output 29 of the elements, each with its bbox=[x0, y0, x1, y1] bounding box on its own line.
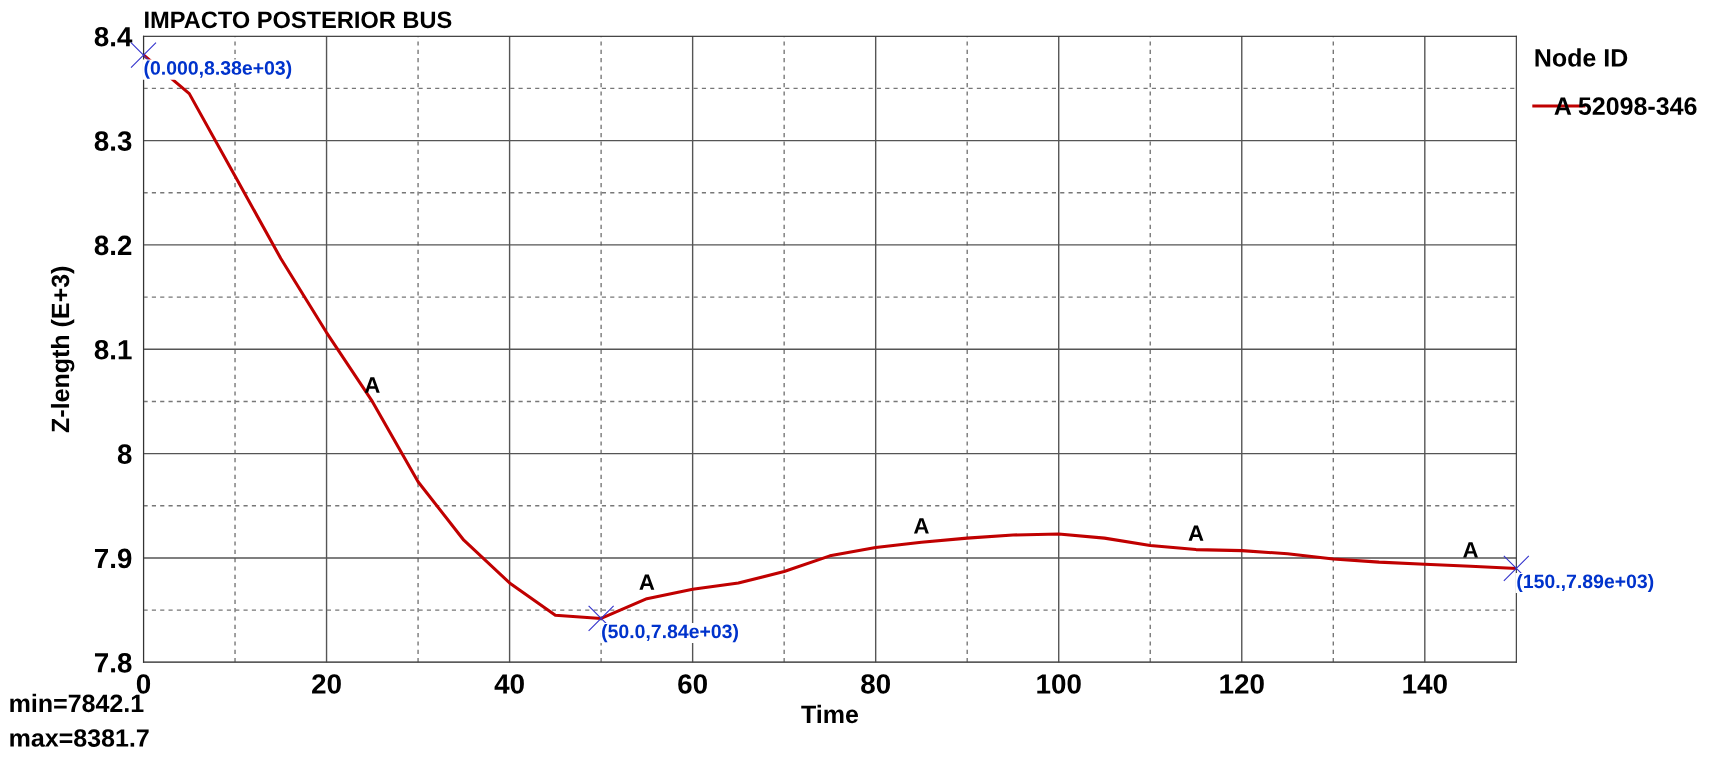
annotation: A bbox=[1463, 542, 1479, 558]
annotation: A bbox=[364, 377, 380, 393]
annotation: (50.0,7.84e+03) bbox=[602, 624, 738, 643]
legend-title: Node ID bbox=[1535, 48, 1628, 67]
x-tick-label: 120 bbox=[1220, 674, 1264, 694]
x-tick-label: 80 bbox=[861, 674, 890, 694]
x-tick-label: 140 bbox=[1403, 674, 1447, 694]
y-tick-label: 7.9 bbox=[94, 548, 132, 569]
y-tick-label: 8.1 bbox=[94, 339, 132, 360]
annotation: A bbox=[913, 518, 929, 534]
x-axis-title: Time bbox=[801, 704, 859, 724]
y-axis-title: Z-length (E+3) bbox=[50, 266, 75, 433]
x-tick-label: 100 bbox=[1037, 674, 1081, 694]
x-tick-label: 0 bbox=[136, 674, 151, 694]
text: max=8381.7 bbox=[10, 729, 149, 747]
chart-title: IMPACTO POSTERIOR BUS bbox=[145, 11, 452, 29]
y-tick-label: 8.2 bbox=[94, 235, 132, 256]
y-tick-label: 8.4 bbox=[94, 26, 133, 47]
annotation: (150.,7.89e+03) bbox=[1517, 573, 1654, 593]
annotation: A bbox=[1188, 525, 1204, 541]
y-tick-label: 8 bbox=[117, 444, 132, 464]
x-tick-label: 60 bbox=[678, 674, 707, 694]
y-tick-label: 8.3 bbox=[94, 131, 132, 151]
annotation: A bbox=[639, 574, 655, 590]
y-tick-label: 7.8 bbox=[94, 652, 132, 673]
x-tick-label: 20 bbox=[312, 674, 341, 694]
text: min=7842.1 bbox=[10, 693, 144, 713]
annotation: (0.000,8.38e+03) bbox=[144, 60, 292, 79]
x-tick-label: 40 bbox=[494, 674, 524, 694]
